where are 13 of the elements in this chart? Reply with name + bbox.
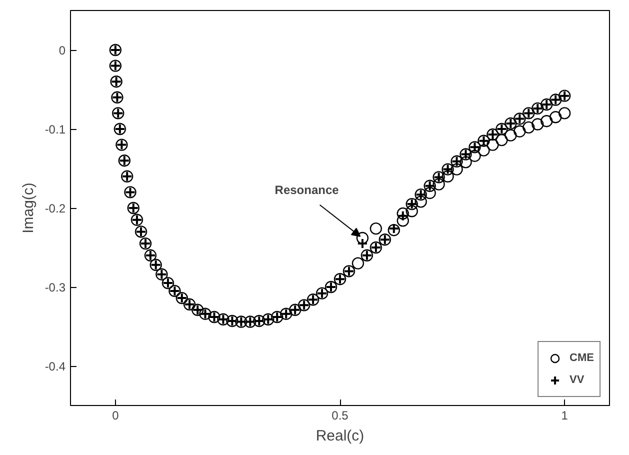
legend-label: VV	[570, 374, 586, 386]
x-tick-label: 1	[561, 408, 568, 422]
annotation: Resonance	[274, 182, 340, 197]
x-axis-title: Real(c)	[316, 428, 364, 444]
y-tick-label: -0.3	[44, 280, 66, 294]
y-tick-label: -0.4	[44, 360, 66, 374]
y-tick-label: 0	[58, 44, 66, 58]
y-tick-label: -0.1	[44, 122, 66, 136]
legend-label: CME	[570, 352, 594, 364]
y-axis-title: Imag(c)	[20, 182, 37, 234]
x-tick-label: 0.5	[332, 408, 349, 422]
x-tick-label: 0	[112, 408, 120, 422]
y-tick-label: -0.2	[44, 202, 66, 216]
